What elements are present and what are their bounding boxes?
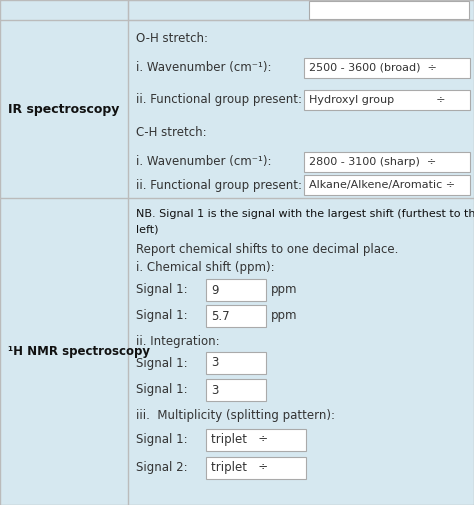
Text: ii. Functional group present:: ii. Functional group present: xyxy=(136,93,302,107)
Text: Signal 1:: Signal 1: xyxy=(136,357,188,370)
Text: NB. Signal 1 is the signal with the largest shift (furthest to the: NB. Signal 1 is the signal with the larg… xyxy=(136,209,474,219)
Text: Signal 1:: Signal 1: xyxy=(136,433,188,446)
FancyBboxPatch shape xyxy=(128,0,474,20)
FancyBboxPatch shape xyxy=(206,305,266,327)
Text: ppm: ppm xyxy=(271,310,298,323)
FancyBboxPatch shape xyxy=(206,379,266,401)
Text: Signal 2:: Signal 2: xyxy=(136,462,188,475)
Text: 2800 - 3100 (sharp)  ÷: 2800 - 3100 (sharp) ÷ xyxy=(309,157,436,167)
Text: Hydroxyl group            ÷: Hydroxyl group ÷ xyxy=(309,95,446,105)
Text: Signal 1:: Signal 1: xyxy=(136,310,188,323)
FancyBboxPatch shape xyxy=(304,90,470,110)
Text: 3: 3 xyxy=(211,357,219,370)
Text: i. Chemical shift (ppm):: i. Chemical shift (ppm): xyxy=(136,262,274,275)
FancyBboxPatch shape xyxy=(304,152,470,172)
Text: i. Wavenumber (cm⁻¹):: i. Wavenumber (cm⁻¹): xyxy=(136,156,272,169)
Text: Report chemical shifts to one decimal place.: Report chemical shifts to one decimal pl… xyxy=(136,243,398,257)
Text: O-H stretch:: O-H stretch: xyxy=(136,31,208,44)
Text: 5.7: 5.7 xyxy=(211,310,229,323)
FancyBboxPatch shape xyxy=(304,175,470,195)
Text: ii. Functional group present:: ii. Functional group present: xyxy=(136,178,302,191)
Text: Signal 1:: Signal 1: xyxy=(136,283,188,296)
FancyBboxPatch shape xyxy=(304,58,470,78)
Text: C-H stretch:: C-H stretch: xyxy=(136,126,207,138)
Text: ppm: ppm xyxy=(271,283,298,296)
Text: Signal 1:: Signal 1: xyxy=(136,383,188,396)
FancyBboxPatch shape xyxy=(206,352,266,374)
Text: iii.  Multiplicity (splitting pattern):: iii. Multiplicity (splitting pattern): xyxy=(136,410,335,423)
Text: left): left) xyxy=(136,225,158,235)
FancyBboxPatch shape xyxy=(206,279,266,301)
FancyBboxPatch shape xyxy=(309,1,469,19)
Text: triplet   ÷: triplet ÷ xyxy=(211,433,268,446)
Text: 2500 - 3600 (broad)  ÷: 2500 - 3600 (broad) ÷ xyxy=(309,63,437,73)
Text: i. Wavenumber (cm⁻¹):: i. Wavenumber (cm⁻¹): xyxy=(136,62,272,75)
Text: ¹H NMR spectroscopy: ¹H NMR spectroscopy xyxy=(8,345,150,358)
FancyBboxPatch shape xyxy=(206,457,306,479)
Text: 9: 9 xyxy=(211,283,219,296)
Text: ii. Integration:: ii. Integration: xyxy=(136,334,219,347)
Text: Alkane/Alkene/Aromatic ÷: Alkane/Alkene/Aromatic ÷ xyxy=(309,180,455,190)
Text: triplet   ÷: triplet ÷ xyxy=(211,462,268,475)
Text: IR spectroscopy: IR spectroscopy xyxy=(9,103,120,116)
Text: 3: 3 xyxy=(211,383,219,396)
FancyBboxPatch shape xyxy=(206,429,306,451)
